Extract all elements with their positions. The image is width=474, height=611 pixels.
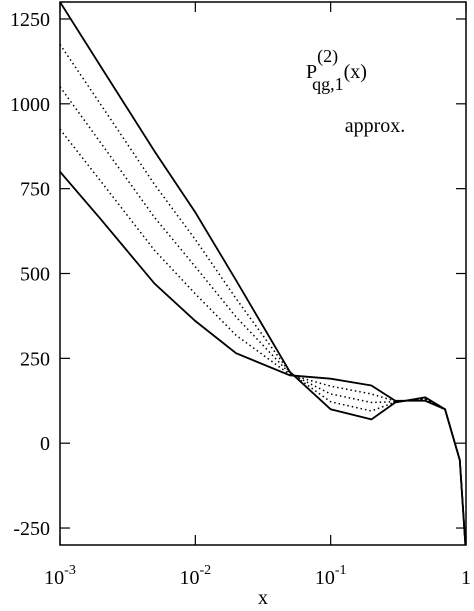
series-line: [60, 44, 466, 545]
x-tick-label: 10-3: [44, 563, 76, 589]
y-tick-label: 250: [20, 348, 50, 370]
x-tick-base: 10: [179, 567, 199, 589]
x-tick-exponent: -3: [64, 563, 76, 578]
x-axis-label: x: [258, 587, 268, 609]
series-line: [60, 128, 466, 545]
chart-title: P(2) qg,1(x): [306, 46, 367, 94]
x-tick-exponent: -1: [335, 563, 347, 578]
series-line: [60, 2, 466, 545]
y-tick-label: 500: [20, 264, 50, 286]
title-symbol: P: [306, 61, 317, 83]
y-tick-label: 1000: [10, 94, 50, 116]
plot-lines: [60, 2, 466, 545]
annotation: approx.: [345, 115, 406, 137]
title-superscript: (2): [317, 46, 338, 67]
series-line: [60, 171, 466, 545]
x-tick-base: 10: [44, 567, 64, 589]
y-tick-label: 1250: [10, 9, 50, 31]
series-line: [60, 86, 466, 545]
x-tick-base: 10: [315, 567, 335, 589]
x-tick-label: 10-1: [315, 563, 347, 589]
x-tick-exponent: -2: [199, 563, 211, 578]
y-tick-label: 0: [40, 433, 50, 455]
x-tick-label: 1: [461, 567, 471, 589]
title-argument: (x): [344, 61, 367, 83]
title-subscript: qg,1: [312, 74, 344, 94]
y-tick-label: -250: [13, 518, 50, 540]
x-tick-label: 10-2: [179, 563, 211, 589]
plot-frame: [59, 1, 467, 546]
y-tick-label: 750: [20, 179, 50, 201]
